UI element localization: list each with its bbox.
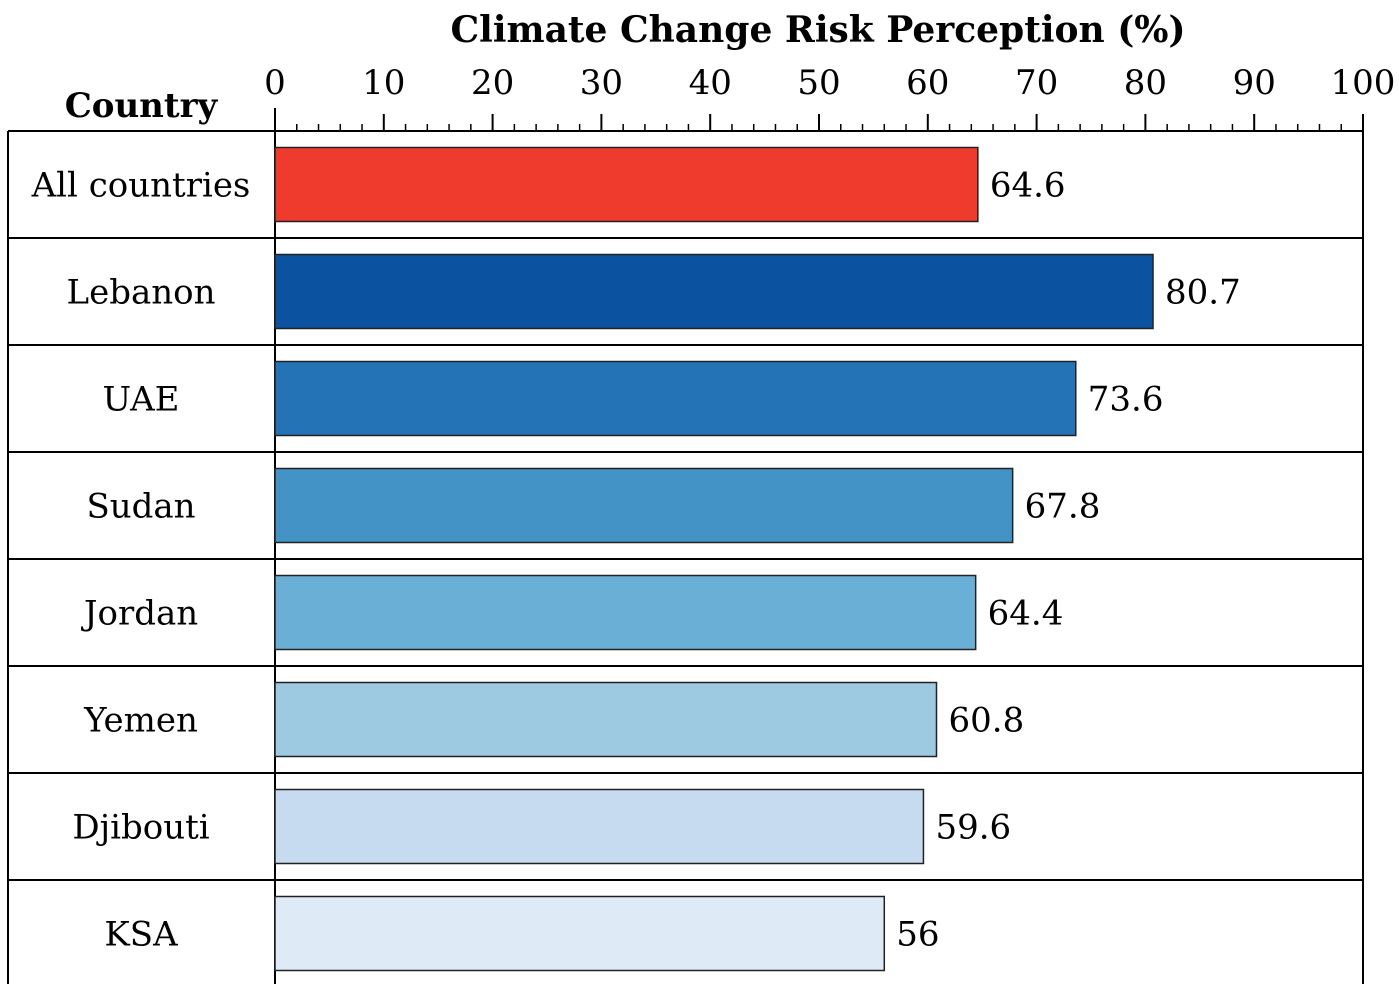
chart-rows: All countries 64.6 Lebanon 80.7 UAE 73.6 Sudan… [7, 108, 1364, 984]
bar [274, 360, 1077, 437]
country-label: Jordan [81, 594, 198, 634]
value-label: 64.6 [990, 166, 1066, 206]
bar [274, 681, 938, 758]
tick-label: 50 [797, 63, 840, 103]
tick-label: 10 [362, 63, 405, 103]
country-label: Sudan [86, 487, 195, 527]
value-label: 60.8 [949, 701, 1025, 741]
tick-label: 20 [471, 63, 514, 103]
country-label: Yemen [83, 701, 198, 741]
tick-label: 0 [264, 63, 286, 103]
category-header: Country [65, 86, 219, 126]
value-label: 56 [896, 915, 939, 955]
bar [274, 895, 886, 972]
bar [274, 146, 979, 223]
value-label: 80.7 [1165, 273, 1241, 313]
bar [274, 253, 1154, 330]
bar [274, 574, 977, 651]
value-label: 73.6 [1088, 380, 1164, 420]
country-label: KSA [104, 915, 178, 955]
country-label: Lebanon [67, 273, 216, 313]
tick-label: 90 [1233, 63, 1276, 103]
value-label: 67.8 [1025, 487, 1101, 527]
chart-title: Climate Change Risk Perception (%) [450, 9, 1185, 51]
value-label: 59.6 [935, 808, 1011, 848]
country-label: UAE [103, 380, 180, 420]
tick-label: 40 [689, 63, 732, 103]
country-label: All countries [31, 166, 251, 206]
bar [274, 788, 925, 865]
tick-label: 100 [1331, 63, 1396, 103]
country-label: Djibouti [72, 808, 209, 848]
tick-label: 30 [580, 63, 623, 103]
value-label: 64.4 [988, 594, 1064, 634]
tick-label: 80 [1124, 63, 1167, 103]
tick-label: 70 [1015, 63, 1058, 103]
tick-label: 60 [906, 63, 949, 103]
bar [274, 467, 1014, 544]
x-axis: 0 10 20 30 40 50 60 70 80 90 100 [264, 63, 1395, 131]
